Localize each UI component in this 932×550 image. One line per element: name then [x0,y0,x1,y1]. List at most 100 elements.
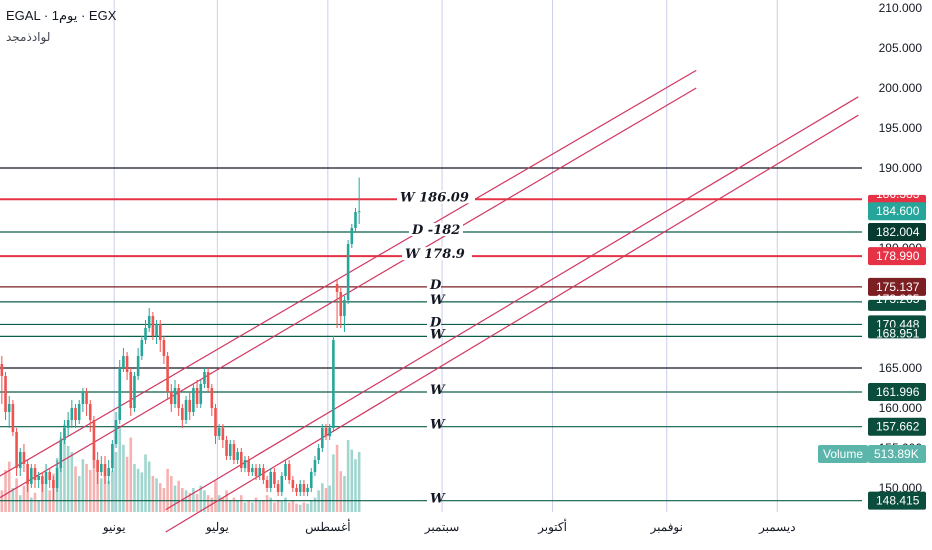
candle-body [170,392,173,404]
candle-body [357,211,361,213]
volume-bar [177,480,180,512]
price-tag-label: 161.996 [876,385,920,399]
price-tag-label: 168.951 [876,326,920,340]
volume-bar [354,459,357,512]
candle-body [298,484,302,492]
level-label-bg [427,315,441,329]
price-tag [868,491,926,510]
candle-body [107,468,110,476]
candle-body [147,316,151,328]
volume-bar [133,464,136,512]
volume-bar [254,497,258,512]
volume-bar [284,497,287,512]
candle-body [192,388,195,412]
time-axis[interactable]: يونيو يوليو أغسطس سبتمبر أكتوبر نوفمبر ديسمبر [102,519,796,534]
candle-body [173,388,177,404]
candle-body [195,388,199,404]
candle-body [228,444,232,456]
level-label-bg [427,491,441,505]
level-label-bg [427,383,441,397]
candle-body [125,356,129,372]
channel-line [165,96,859,511]
candle-body [66,420,70,428]
candle-body [114,420,118,444]
volume-bar [122,444,125,512]
volume-bar [291,500,295,512]
volume-bar [276,500,280,512]
candle-body [203,372,206,384]
volume-bar [357,452,361,512]
price-tags: 186.383 184.600 182.004 178.990 175.137173.2… [868,187,926,510]
volume-bar [4,470,7,512]
volume-bar [74,466,77,512]
candle-body [269,472,273,488]
volume-bar [199,485,203,512]
candle-body [232,444,236,460]
volume-bar [114,452,118,512]
candle-body [177,388,180,408]
volume-bar [313,497,317,512]
volume-value: 513.89K [874,447,919,461]
volume-bar [147,461,151,512]
candle-body [88,404,92,420]
candle-body [7,404,11,412]
candle-body [55,468,59,488]
candle-body [302,484,306,492]
y-tick-label: 150.000 [879,481,923,495]
volume-bar [33,492,37,512]
candle-body [4,376,7,412]
candle-body [221,428,225,440]
volume-bar [77,476,81,512]
candle-body [77,404,81,420]
volume-bar [258,501,261,512]
level-label: W 186.09 [400,190,469,205]
price-tag-label: 175.137 [876,280,920,294]
volume-bar [214,480,217,512]
volume-bar [332,454,335,512]
candle-body [217,428,221,436]
y-tick-label: 190.000 [879,161,923,175]
volume-bar [92,442,96,512]
candle-body [199,384,203,404]
x-tick-label: سبتمبر [424,520,459,534]
volume-bar [44,488,48,512]
candle-body [346,244,350,300]
candle-body [313,460,317,472]
candle-body [181,408,184,420]
price-tag-label: 148.415 [876,494,920,508]
candle-body [335,284,339,292]
volume-bar [239,495,243,512]
candle-body [85,392,88,404]
volume-bar [192,488,195,512]
y-tick-label: 210.000 [879,1,923,15]
volume-bar [129,437,133,512]
price-tag-label: 186.383 [876,187,920,201]
volume-bar [7,461,11,512]
volume-bar [343,476,346,512]
level-label: W [430,327,446,342]
candle-body [15,432,18,468]
volume-bar [302,502,306,512]
candle-body [133,376,136,408]
volume-bar [335,444,339,512]
volume-bar [59,437,63,512]
volume-bar [339,471,343,512]
symbol-name: لوادذمجد [6,30,51,44]
candle-body [321,428,324,448]
candles [0,177,361,500]
level-label-bg [427,292,441,306]
volume-bar [118,425,122,512]
level-label: W [430,418,446,433]
volume-indicator: Volume 513.89K [818,445,926,463]
symbol-title: EGAL · 1يوم · EGX [6,8,117,23]
volume-bar [217,495,221,512]
candle-body [122,356,125,368]
level-label-bg [402,247,472,261]
volume-bar [265,495,269,512]
candle-body [295,488,298,492]
channel-line [165,114,859,533]
volume-bar [188,492,192,512]
candle-body [284,464,287,476]
price-tag [868,327,926,339]
